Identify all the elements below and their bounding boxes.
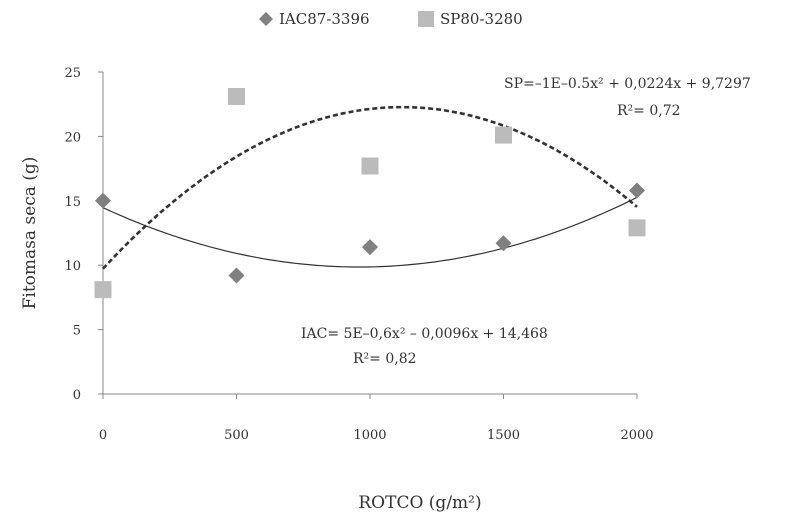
y-tick-label: 20 <box>64 130 81 145</box>
trend-lines <box>102 105 638 270</box>
y-tick-label: 5 <box>73 324 81 339</box>
point-iac <box>629 182 645 199</box>
x-axis-title: ROTCO (g/m²) <box>358 493 481 513</box>
x-tick-label: 1500 <box>487 428 520 443</box>
point-iac <box>362 239 378 256</box>
point-sp <box>495 126 512 144</box>
y-tick-label: 10 <box>64 259 81 274</box>
point-sp <box>628 219 646 237</box>
iac-equation: IAC= 5E–0,6x² – 0,0096x + 14,468 <box>301 326 548 342</box>
x-tick-label: 2000 <box>620 428 653 443</box>
point-sp <box>228 87 245 105</box>
data-points <box>94 87 646 299</box>
x-tick-label: 0 <box>99 428 107 443</box>
point-iac <box>495 235 512 252</box>
legend-label-sp: SP80-3280 <box>440 10 523 28</box>
y-axis-title: Fitomasa seca (g) <box>20 157 40 310</box>
point-iac <box>95 192 111 209</box>
point-sp <box>361 157 379 175</box>
trend-line-sp <box>102 105 638 270</box>
y-tick-label: 15 <box>64 195 81 210</box>
legend: IAC87-3396 SP80-3280 <box>259 10 523 28</box>
legend-marker-sp <box>418 11 434 27</box>
y-ticks: 0 5 10 15 20 25 <box>64 66 103 403</box>
axes: 0 5 10 15 20 25 0 500 1000 1500 2000 <box>64 66 653 443</box>
x-tick-label: 500 <box>224 428 249 443</box>
iac-r2: R²= 0,82 <box>353 351 417 367</box>
trend-line-iac <box>102 196 638 268</box>
x-ticks: 0 500 1000 1500 2000 <box>99 394 654 443</box>
x-tick-label: 1000 <box>353 428 386 443</box>
sp-equation: SP=–1E–0.5x² + 0,0224x + 9,7297 <box>504 76 751 92</box>
point-iac <box>228 267 245 284</box>
legend-marker-iac <box>259 12 273 26</box>
y-tick-label: 0 <box>73 388 81 403</box>
y-tick-label: 25 <box>64 66 81 81</box>
sp-r2: R²= 0,72 <box>617 103 681 119</box>
point-sp <box>94 281 112 299</box>
legend-label-iac: IAC87-3396 <box>279 10 370 28</box>
